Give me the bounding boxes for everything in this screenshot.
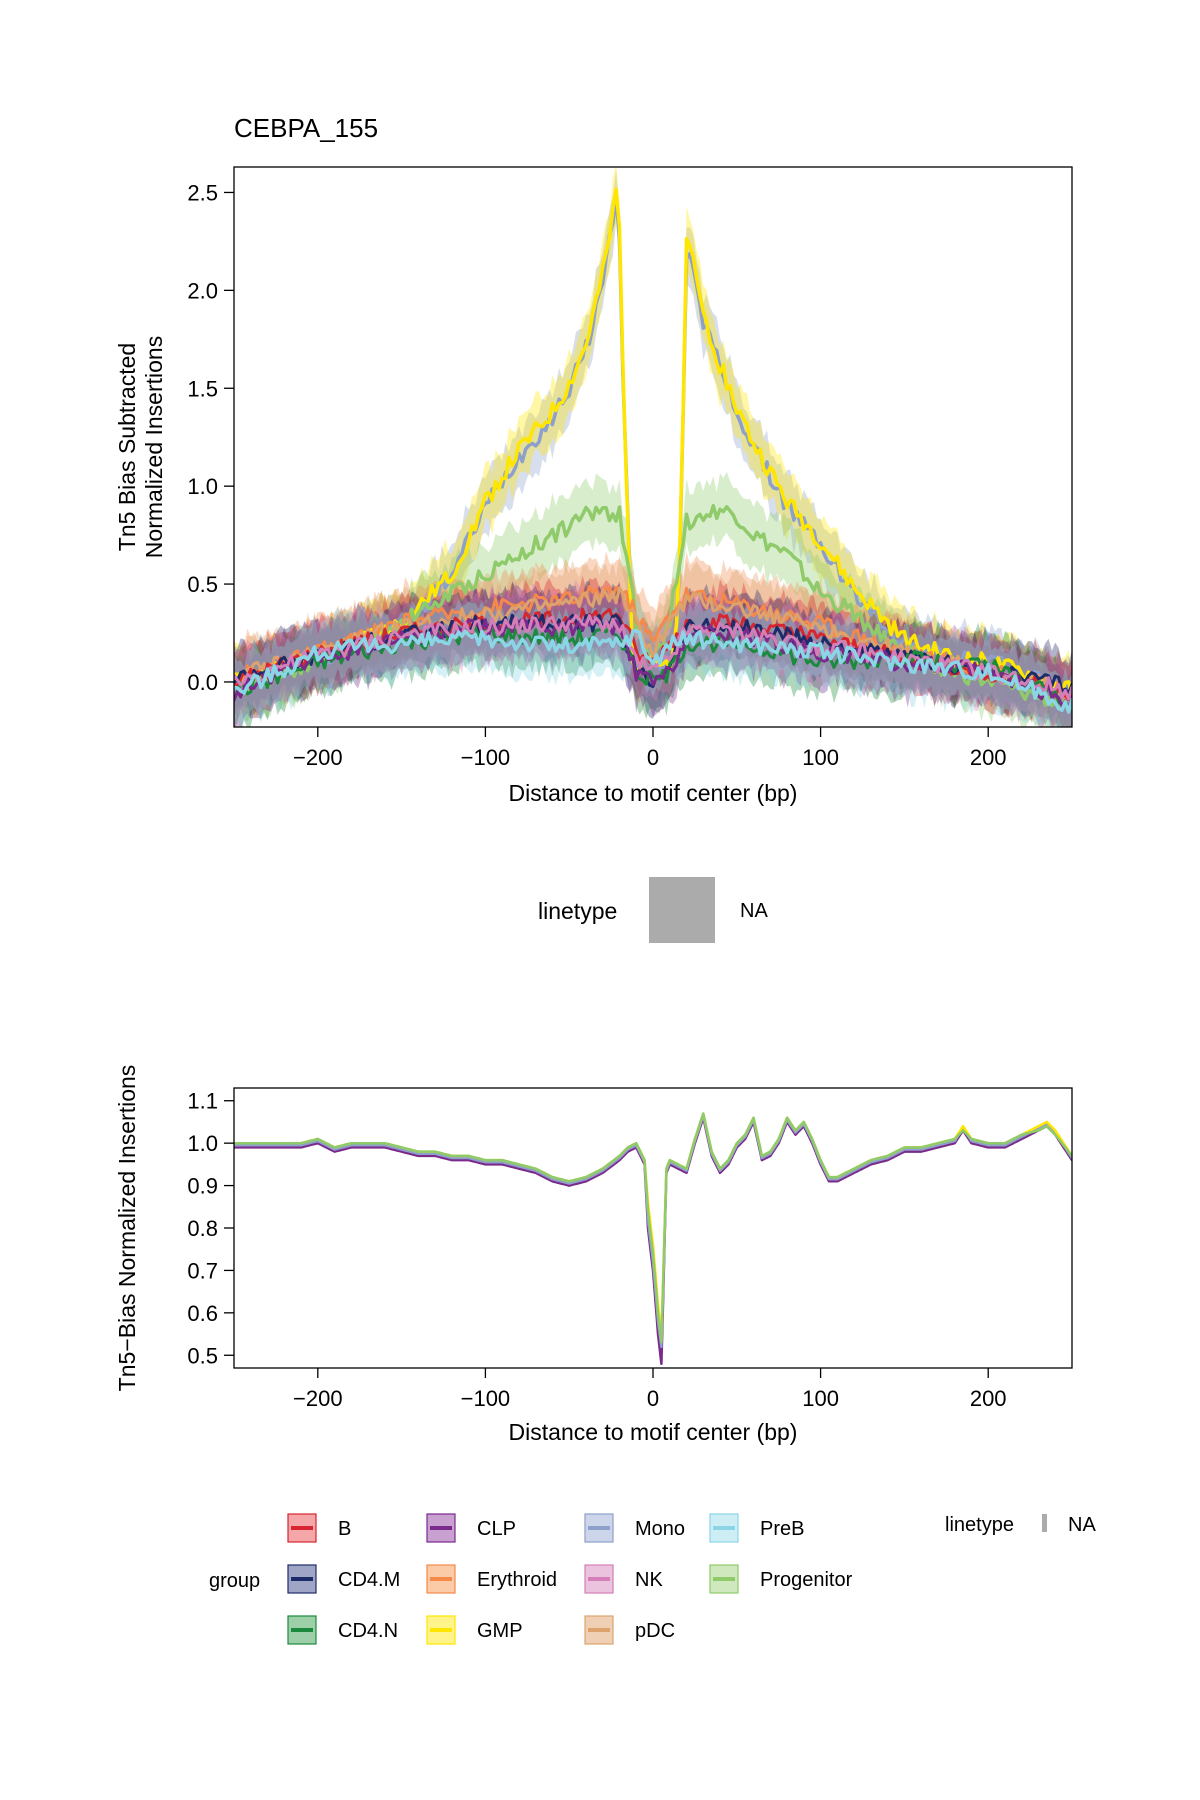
linetype-legend-key	[649, 877, 715, 943]
top-x-axis-label: Distance to motif center (bp)	[509, 780, 798, 806]
legend-item-cd4-m: CD4.M	[287, 1564, 400, 1594]
legend-item-mono: Mono	[584, 1513, 685, 1543]
legend-item-clp: CLP	[426, 1513, 516, 1543]
top-x-tick-label: 100	[802, 745, 839, 770]
bottom-series-mono	[234, 1114, 1072, 1349]
legend-item-label: B	[338, 1518, 351, 1540]
top-series-lines	[234, 187, 1072, 714]
group-legend-title: group	[209, 1570, 260, 1592]
legend-item-label: NK	[635, 1569, 663, 1591]
legend-item-label: CD4.N	[338, 1620, 398, 1642]
bottom-y-tick-label: 0.5	[187, 1343, 218, 1368]
top-x-tick-label: −200	[293, 745, 343, 770]
group-legend-items: B CD4.M CD4.N CLP Erythroid GMP Mono NK pDC PreB P…	[287, 1513, 853, 1645]
bottom-y-tick-label: 1.0	[187, 1131, 218, 1156]
bottom-x-tick-label: −100	[461, 1386, 511, 1411]
bottom-series-lines	[234, 1112, 1072, 1366]
top-y-axis-label-line2: Normalized Insertions	[141, 336, 167, 558]
legend-item-label: Erythroid	[477, 1569, 557, 1591]
chart-title: CEBPA_155	[234, 113, 378, 143]
legend-item-label: CLP	[477, 1518, 516, 1540]
top-y-tick-label: 1.0	[187, 474, 218, 499]
linetype-legend2-key	[1042, 1514, 1047, 1532]
top-y-axis: 0.0 0.5 1.0 1.5 2.0 2.5	[187, 180, 234, 695]
legend-item-progenitor: Progenitor	[709, 1564, 853, 1594]
top-series-preb	[234, 628, 1072, 714]
bottom-plot-border	[233, 1087, 1073, 1369]
linetype-legend2-label: NA	[1068, 1514, 1096, 1536]
legend-item-label: PreB	[760, 1518, 804, 1540]
top-x-axis: −200 −100 0 100 200	[293, 727, 1007, 770]
legend-item-pdc: pDC	[584, 1615, 675, 1645]
bottom-y-tick-label: 1.1	[187, 1089, 218, 1114]
bottom-y-tick-label: 0.8	[187, 1216, 218, 1241]
top-y-tick-label: 1.5	[187, 376, 218, 401]
legend-item-label: pDC	[635, 1620, 675, 1642]
legend-item-nk: NK	[584, 1564, 663, 1594]
top-x-tick-label: 0	[647, 745, 659, 770]
bottom-x-tick-label: 100	[802, 1386, 839, 1411]
legend-item-gmp: GMP	[426, 1615, 523, 1645]
linetype-legend: linetype NA	[538, 877, 768, 943]
legend-item-b: B	[287, 1513, 351, 1543]
bottom-y-axis: 0.5 0.6 0.7 0.8 0.9 1.0 1.1	[187, 1089, 234, 1368]
legend-item-preb: PreB	[709, 1513, 804, 1543]
top-y-tick-label: 2.5	[187, 180, 218, 205]
bottom-series-progenitor	[234, 1112, 1072, 1344]
bottom-x-axis-label: Distance to motif center (bp)	[509, 1419, 798, 1445]
bottom-y-axis-label: Tn5−Bias Normalized Insertions	[114, 1065, 140, 1392]
bottom-y-tick-label: 0.6	[187, 1301, 218, 1326]
top-x-tick-label: −100	[461, 745, 511, 770]
bottom-y-tick-label: 0.7	[187, 1258, 218, 1283]
bottom-x-tick-label: 0	[647, 1386, 659, 1411]
bottom-x-axis: −200 −100 0 100 200	[293, 1368, 1007, 1411]
bottom-x-tick-label: 200	[970, 1386, 1007, 1411]
legend-item-erythroid: Erythroid	[426, 1564, 557, 1594]
legend-item-label: Mono	[635, 1518, 685, 1540]
top-y-axis-label-line1: Tn5 Bias Subtracted	[114, 343, 140, 551]
group-legend: group B CD4.M CD4.N CLP Erythroid GMP Mono NK pD…	[209, 1513, 1096, 1645]
top-y-tick-label: 0.0	[187, 670, 218, 695]
bottom-chart: 0.5 0.6 0.7 0.8 0.9 1.0 1.1 −200 −100 0 100 200 Di…	[114, 1065, 1073, 1445]
legend-item-label: GMP	[477, 1620, 523, 1642]
linetype-legend-title: linetype	[538, 898, 617, 924]
legend-item-cd4-n: CD4.N	[287, 1615, 398, 1645]
linetype-legend-label: NA	[740, 900, 768, 922]
legend-item-label: CD4.M	[338, 1569, 400, 1591]
legend-item-label: Progenitor	[760, 1569, 853, 1591]
top-x-tick-label: 200	[970, 745, 1007, 770]
linetype-legend2-title: linetype	[945, 1514, 1014, 1536]
top-y-tick-label: 2.0	[187, 278, 218, 303]
bottom-y-tick-label: 0.9	[187, 1174, 218, 1199]
top-y-tick-label: 0.5	[187, 572, 218, 597]
bottom-x-tick-label: −200	[293, 1386, 343, 1411]
top-chart: CEBPA_155 0.0 0.5 1.0 1.5 2.0 2.5 −200 −100 0 10…	[114, 113, 1073, 806]
